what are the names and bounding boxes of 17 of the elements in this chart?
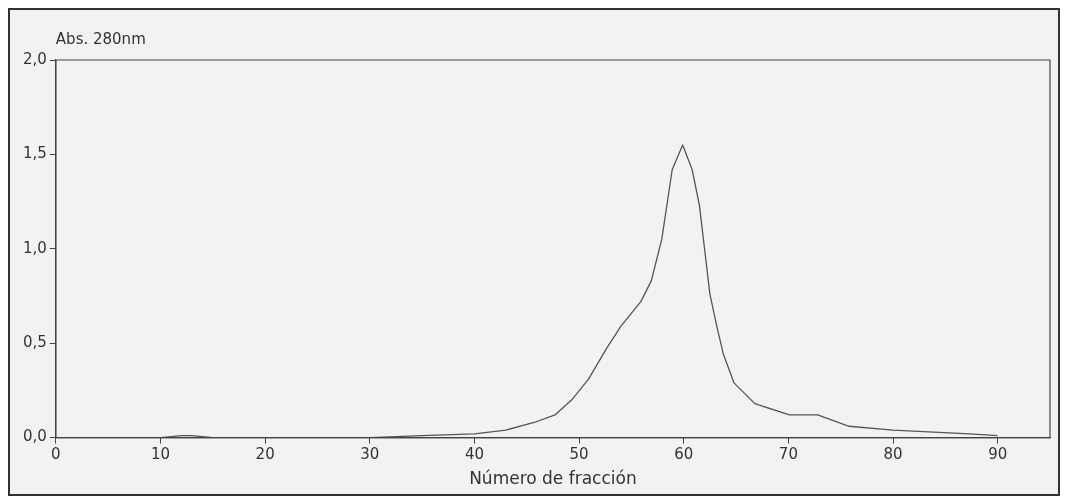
y-tick-label: 0,5: [23, 333, 47, 352]
y-tick-label: 2,0: [23, 49, 47, 68]
x-tick-label: 60: [674, 445, 694, 464]
y-tick-label: 1,0: [23, 238, 47, 257]
x-tick-label: 90: [988, 445, 1008, 464]
y-axis-title: Abs. 280nm: [55, 30, 146, 49]
x-tick-label: 40: [464, 445, 484, 464]
x-tick-label: 0: [51, 445, 61, 464]
x-tick-label: 70: [778, 445, 798, 464]
x-axis-title: Número de fracción: [469, 468, 637, 489]
x-tick-label: 80: [883, 445, 903, 464]
x-tick-label: 20: [255, 445, 275, 464]
x-tick-label: 10: [150, 445, 171, 464]
x-tick-label: 50: [569, 445, 589, 464]
y-tick-label: 0,0: [23, 427, 47, 446]
y-tick-label: 1,5: [23, 144, 47, 163]
x-tick-label: 30: [360, 445, 380, 464]
